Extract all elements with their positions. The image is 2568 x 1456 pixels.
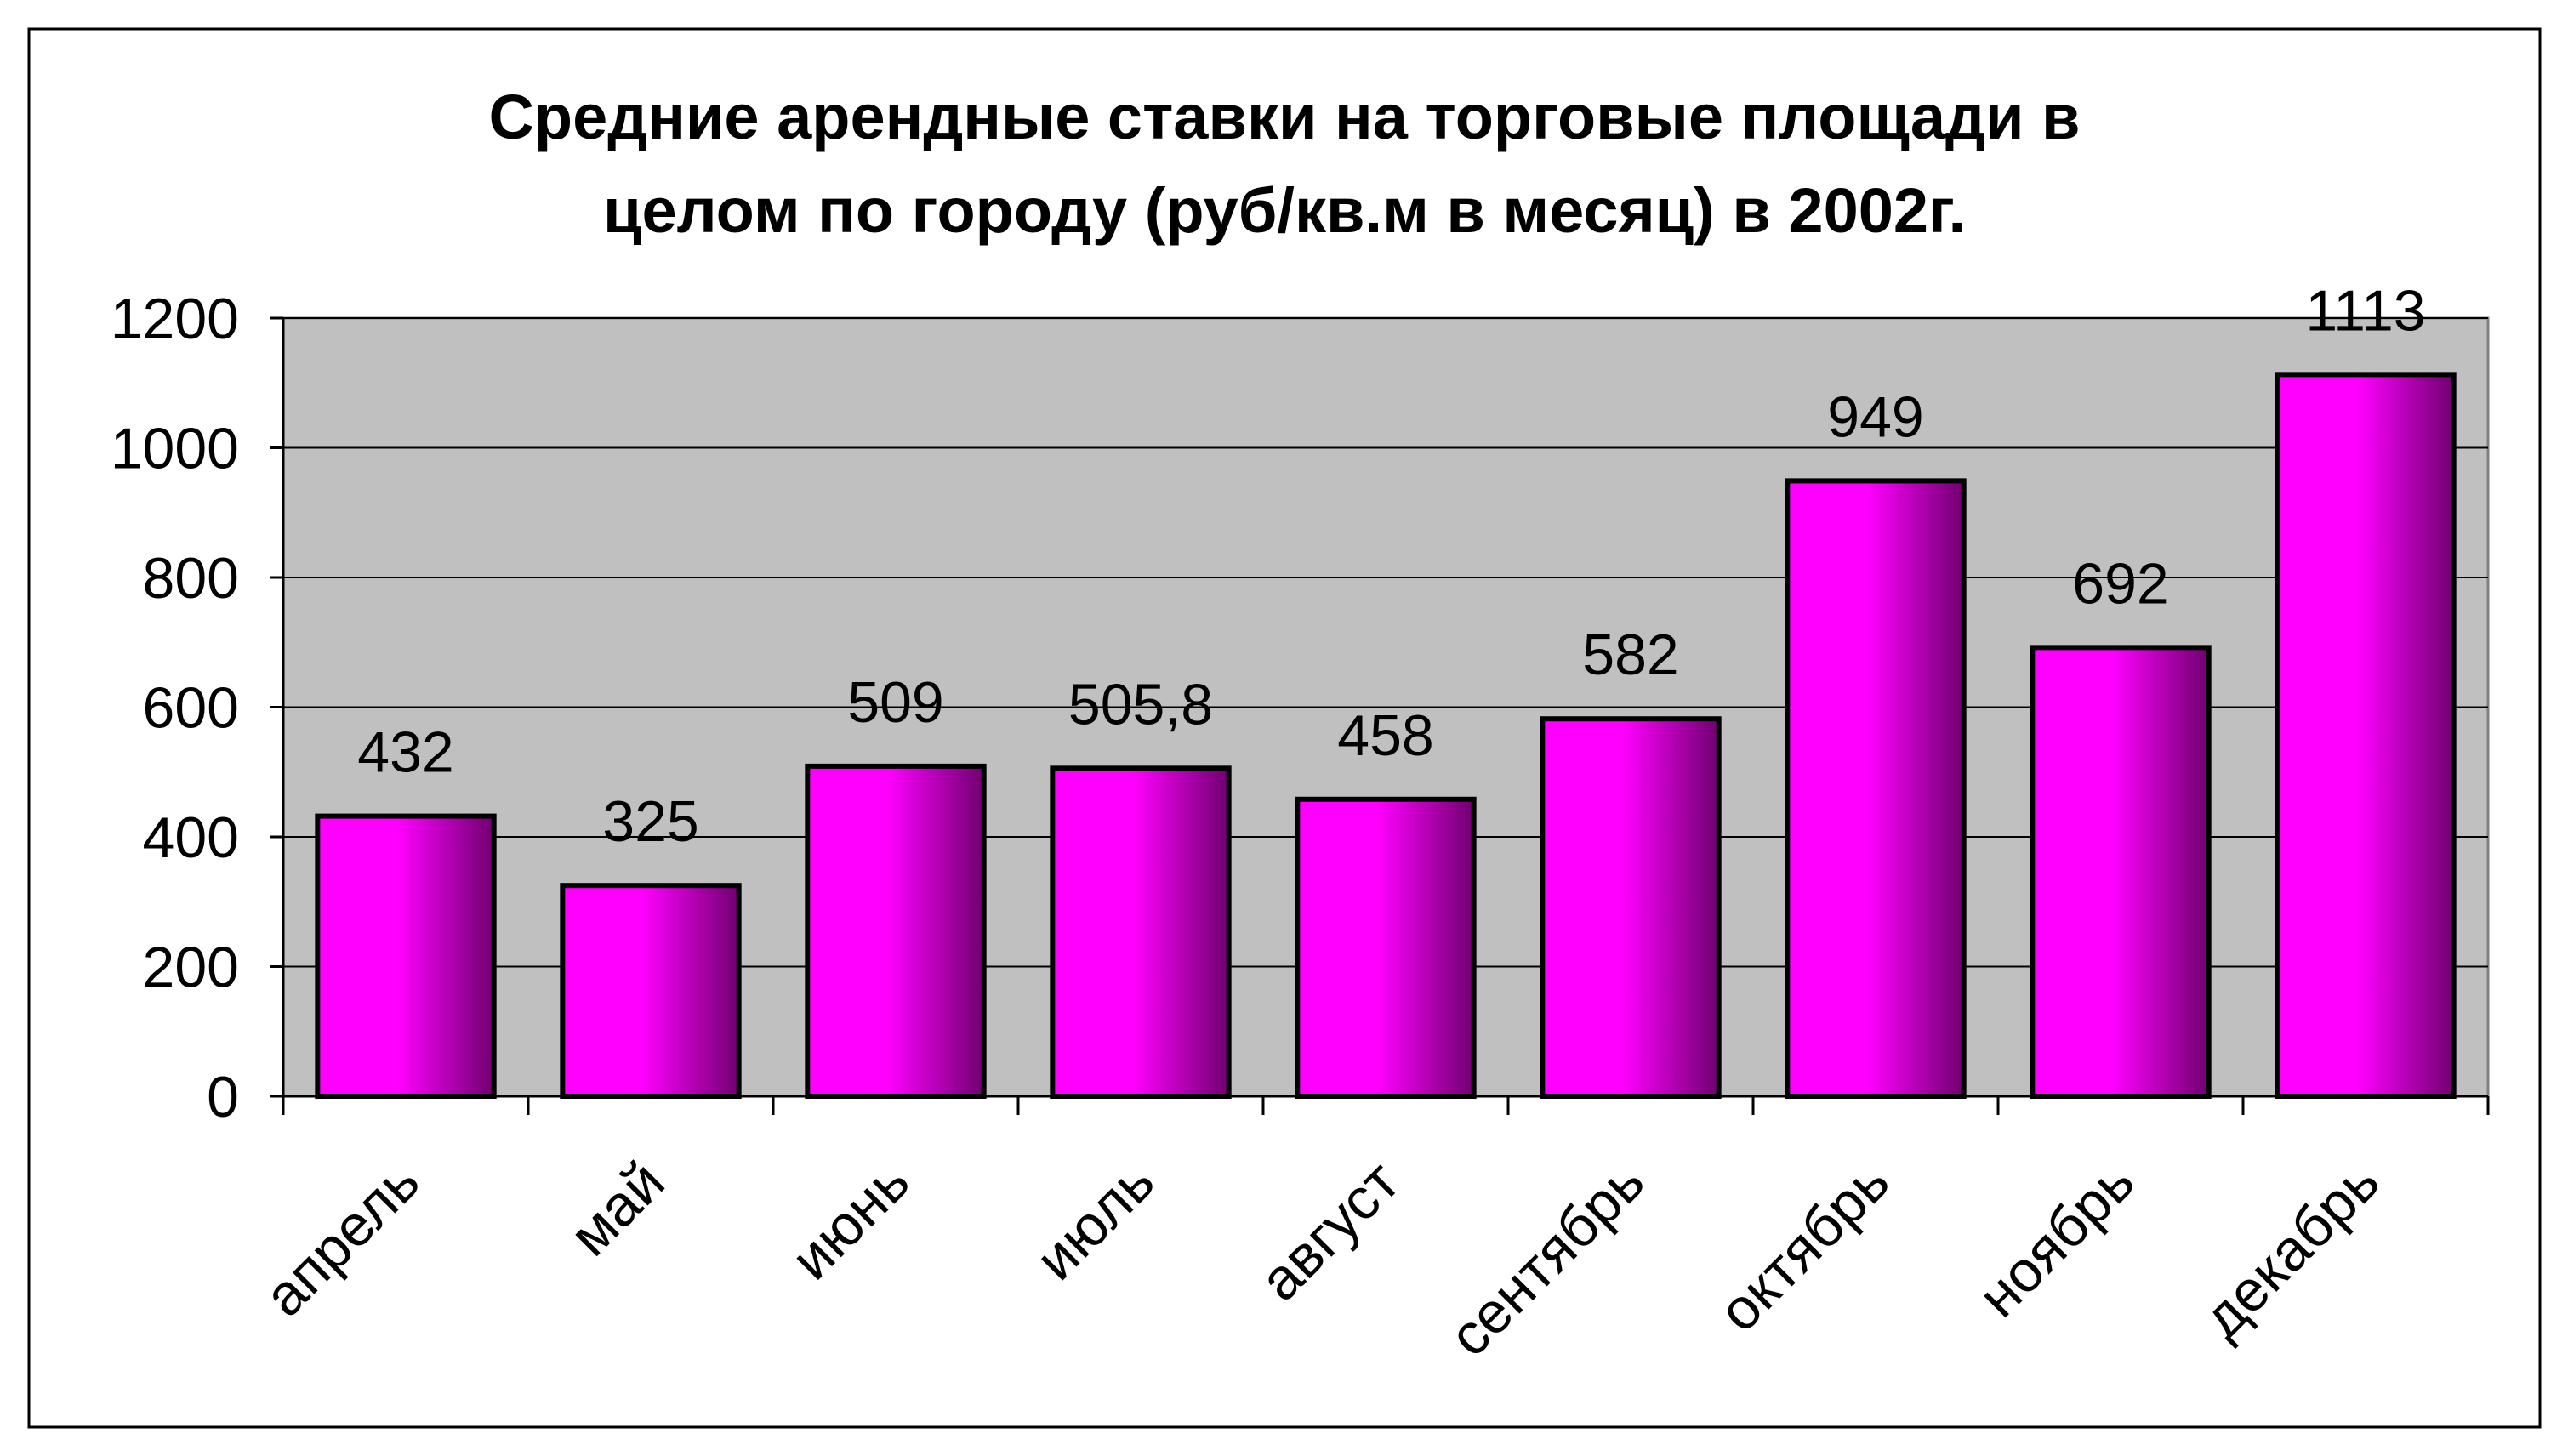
chart-title-line-1: Средние арендные ставки на торговые площ… <box>488 82 2080 152</box>
data-label: 505,8 <box>1068 672 1213 737</box>
data-label: 949 <box>1827 384 1923 449</box>
bar-июнь <box>805 763 987 1099</box>
bar-апрель <box>315 813 497 1099</box>
y-tick-label: 600 <box>143 676 239 741</box>
chart-title-line-2: целом по городу (руб/кв.м в месяц) в 200… <box>603 175 1966 246</box>
bar-октябрь <box>1785 478 1967 1099</box>
data-label: 325 <box>602 789 698 854</box>
bar-сентябрь <box>1540 716 1722 1099</box>
data-label: 509 <box>847 670 943 735</box>
y-tick-label: 0 <box>207 1065 239 1129</box>
bar-август <box>1295 796 1477 1100</box>
y-tick-label: 800 <box>143 546 239 611</box>
bar-июль <box>1050 765 1232 1099</box>
bar-ноябрь <box>2030 645 2212 1099</box>
data-label: 692 <box>2072 551 2168 616</box>
bar-май <box>560 883 742 1099</box>
y-tick-label: 1000 <box>111 417 239 481</box>
data-label: 432 <box>357 720 453 785</box>
data-label: 582 <box>1582 623 1678 687</box>
bar-декабрь <box>2275 372 2457 1099</box>
plot-area: 020040060080010001200432апрель325май509и… <box>111 278 2490 1368</box>
y-tick-label: 200 <box>143 936 239 1000</box>
y-tick-label: 400 <box>143 805 239 870</box>
data-label: 458 <box>1337 703 1433 768</box>
y-tick-label: 1200 <box>111 287 239 351</box>
data-label: 1113 <box>2305 278 2425 343</box>
